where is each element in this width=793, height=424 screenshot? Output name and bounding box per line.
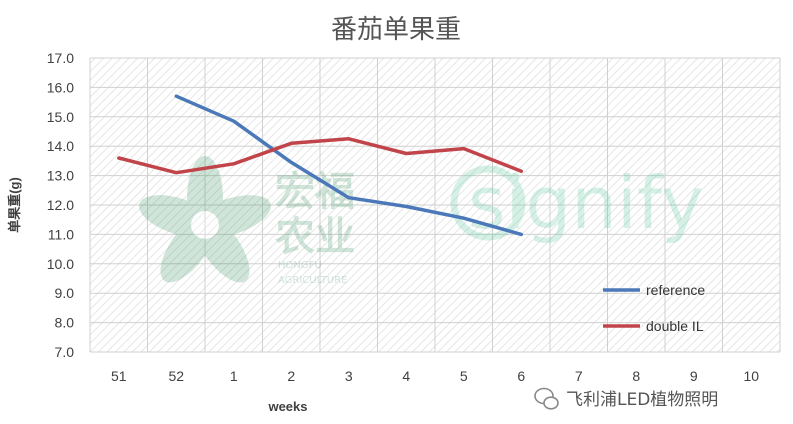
y-tick-label: 16.0 bbox=[47, 79, 74, 95]
x-tick-label: 6 bbox=[517, 368, 525, 384]
x-tick-label: 2 bbox=[287, 368, 295, 384]
y-tick-label: 14.0 bbox=[47, 138, 74, 154]
x-tick-label: 4 bbox=[402, 368, 410, 384]
series-line-1 bbox=[117, 137, 524, 175]
y-tick-label: 15.0 bbox=[47, 109, 74, 125]
legend-label: double IL bbox=[646, 318, 704, 334]
x-tick-label: 3 bbox=[345, 368, 353, 384]
y-tick-label: 10.0 bbox=[47, 256, 74, 272]
x-tick-label: 10 bbox=[743, 368, 759, 384]
wechat-icon bbox=[534, 387, 559, 410]
y-tick-label: 12.0 bbox=[47, 197, 74, 213]
y-tick-label: 8.0 bbox=[55, 315, 75, 331]
x-axis-ticks: 51 52 1 2 3 4 5 6 7 8 9 10 bbox=[111, 368, 759, 384]
y-tick-label: 17.0 bbox=[47, 50, 74, 66]
legend-label: reference bbox=[646, 282, 705, 298]
series-lines bbox=[117, 94, 524, 237]
series-line-0 bbox=[174, 94, 524, 237]
hongfu-logo-text-2: 农业 bbox=[275, 214, 355, 260]
y-axis-label: 单果重(g) bbox=[7, 177, 22, 233]
legend: reference double IL bbox=[603, 282, 705, 334]
x-axis-label: weeks bbox=[267, 399, 307, 414]
signify-s-circle-icon bbox=[450, 165, 526, 241]
y-tick-label: 13.0 bbox=[47, 168, 74, 184]
hongfu-logo-subtext-1: HONGFU bbox=[278, 260, 322, 271]
y-axis-ticks: 7.0 8.0 9.0 10.0 11.0 12.0 13.0 14.0 15.0 16.0 17.… bbox=[47, 50, 74, 360]
x-tick-label: 5 bbox=[460, 368, 468, 384]
x-tick-label: 52 bbox=[168, 368, 184, 384]
hongfu-logo-icon bbox=[138, 156, 272, 283]
hongfu-logo-watermark: 宏福 农业 HONGFU AGRICULTURE bbox=[138, 156, 355, 286]
x-tick-label: 8 bbox=[632, 368, 640, 384]
footer-source-text: 飞利浦LED植物照明 bbox=[566, 390, 718, 410]
y-tick-label: 11.0 bbox=[48, 226, 74, 242]
x-tick-label: 51 bbox=[111, 368, 127, 384]
signify-watermark: signify bbox=[450, 161, 704, 245]
gridlines bbox=[89, 57, 781, 353]
y-tick-label: 7.0 bbox=[55, 344, 75, 360]
chart-title: 番茄单果重 bbox=[331, 15, 461, 45]
x-tick-label: 1 bbox=[230, 368, 238, 384]
y-tick-label: 9.0 bbox=[55, 285, 75, 301]
x-tick-label: 7 bbox=[575, 368, 583, 384]
hongfu-logo-subtext-2: AGRICULTURE bbox=[278, 275, 348, 286]
signify-watermark-text: signify bbox=[468, 161, 704, 245]
x-tick-label: 9 bbox=[690, 368, 698, 384]
